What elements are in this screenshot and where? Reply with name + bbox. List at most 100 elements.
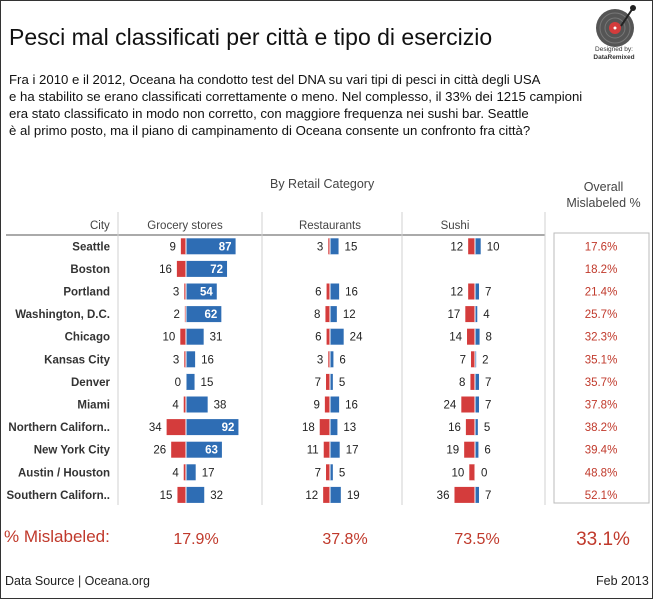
category-header: Restaurants (299, 220, 361, 232)
description-line: era stato classificato in modo non corre… (9, 106, 529, 121)
correct-bar (330, 419, 338, 436)
correct-bar (475, 306, 478, 323)
mislabeled-value: 7 (460, 354, 466, 366)
city-label: Miami (77, 400, 110, 412)
correct-value: 54 (200, 287, 213, 299)
mislabeled-bar (326, 464, 330, 481)
logo-caption-line2: DataRemixed (593, 54, 635, 61)
correct-bar (330, 396, 340, 413)
overall-box (553, 232, 650, 504)
correct-value: 32 (210, 490, 223, 502)
correct-value: 15 (345, 241, 358, 253)
mislabeled-value: 4 (172, 467, 179, 479)
correct-value: 17 (202, 467, 215, 479)
correct-bar (475, 351, 477, 368)
correct-bar (186, 260, 228, 277)
overall-total: 33.1% (576, 529, 630, 550)
mislabeled-value: 16 (159, 264, 172, 276)
mislabeled-label: % Mislabeled: (4, 527, 110, 546)
mislabeled-value: 14 (449, 332, 462, 344)
city-label: Boston (70, 264, 110, 276)
correct-value: 16 (201, 354, 214, 366)
mislabeled-bar (468, 283, 475, 300)
mislabeled-bar (177, 486, 186, 503)
mislabeled-value: 8 (459, 377, 465, 389)
correct-value: 19 (347, 490, 360, 502)
mislabeled-bar (176, 260, 186, 277)
city-label: New York City (34, 445, 111, 457)
mislabeled-value: 7 (315, 377, 321, 389)
mislabeled-value: 11 (307, 445, 319, 457)
overall-header: Overall Mislabeled % (556, 179, 651, 211)
correct-bar (330, 351, 334, 368)
city-label: Portland (63, 287, 110, 299)
correct-bar (330, 464, 333, 481)
overall-value: 35.7% (585, 377, 618, 389)
overall-value: 32.3% (585, 332, 618, 344)
correct-value: 87 (219, 241, 232, 253)
mislabeled-bar (469, 464, 475, 481)
mislabeled-value: 7 (315, 467, 321, 479)
correct-bar (186, 238, 236, 255)
mislabeled-bar (319, 419, 330, 436)
mislabeled-bar (454, 486, 475, 503)
mislabeled-bar (470, 373, 475, 390)
mislabeled-value: 36 (437, 490, 450, 502)
chart-subtitle: By Retail Category (270, 177, 375, 191)
correct-value: 7 (485, 377, 491, 389)
mislabeled-bar (326, 283, 330, 300)
correct-bar (186, 373, 195, 390)
logo-caption: Designed by: DataRemixed (575, 46, 653, 62)
mislabeled-bar (184, 283, 186, 300)
mislabeled-bar (324, 396, 330, 413)
mislabeled-value: 17 (448, 309, 461, 321)
correct-bar (186, 396, 208, 413)
city-label: Denver (71, 377, 111, 389)
mislabeled-value: 6 (315, 287, 321, 299)
correct-value: 10 (487, 241, 500, 253)
mislabeled-value: 3 (173, 287, 179, 299)
footer-source: Data Source | Oceana.org (5, 574, 150, 588)
correct-bar (475, 396, 479, 413)
city-label: Northern Californ.. (8, 422, 110, 434)
overall-value: 48.8% (585, 467, 618, 479)
page-title: Pesci mal classificati per città e tipo … (9, 24, 493, 50)
bar-chart: City Grocery stores Restaurants Sushi Seattl… (6, 212, 650, 505)
correct-bar (186, 306, 222, 323)
correct-bar (330, 306, 337, 323)
mislabeled-bar (465, 306, 475, 323)
city-label: Southern Californ.. (7, 490, 111, 502)
mislabeled-value: 8 (314, 309, 320, 321)
correct-value: 4 (483, 309, 490, 321)
summary-restaurants: 37.8% (322, 531, 368, 548)
correct-bar (186, 419, 239, 436)
correct-value: 5 (484, 422, 490, 434)
correct-value: 15 (201, 377, 214, 389)
correct-value: 31 (210, 332, 223, 344)
mislabeled-value: 26 (153, 445, 166, 457)
footer-date: Feb 2013 (596, 574, 649, 588)
mislabeled-value: 18 (302, 422, 315, 434)
mislabeled-bar (184, 306, 186, 323)
mislabeled-value: 9 (313, 400, 319, 412)
mislabeled-value: 34 (149, 422, 162, 434)
correct-value: 63 (205, 445, 218, 457)
description-line: e ha stabilito se erano classificati cor… (9, 89, 583, 104)
correct-value: 7 (485, 400, 491, 412)
mislabeled-bar (326, 328, 330, 345)
mislabeled-value: 3 (317, 354, 323, 366)
overall-value: 25.7% (585, 309, 618, 321)
correct-value: 17 (346, 445, 359, 457)
correct-value: 8 (486, 332, 492, 344)
correct-value: 62 (205, 309, 218, 321)
correct-value: 6 (484, 445, 490, 457)
correct-value: 6 (339, 354, 345, 366)
correct-bar (330, 283, 340, 300)
correct-bar (475, 419, 478, 436)
correct-bar (475, 486, 479, 503)
overall-header-line: Overall (583, 180, 624, 194)
correct-value: 0 (481, 467, 487, 479)
city-label: Seattle (72, 241, 110, 253)
mislabeled-bar (323, 486, 330, 503)
overall-value: 17.6% (585, 241, 618, 253)
